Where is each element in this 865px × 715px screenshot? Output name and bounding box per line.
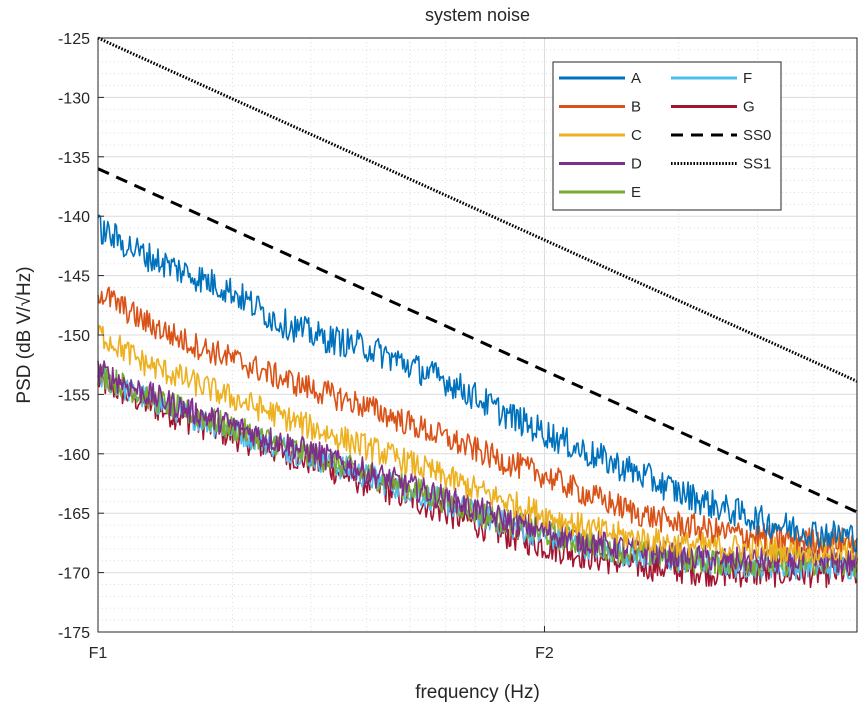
series-line-ss1 [97,36,858,383]
legend-label-ss0: SS0 [743,127,771,144]
x-axis-title: frequency (Hz) [415,682,540,703]
ticks: -175 -170 -165 -160 -155 -150 -145 -140 -135 -130… [58,31,554,662]
series-line-b [97,286,858,555]
y-tick-label: -155 [58,387,90,404]
y-tick-label: -175 [58,625,90,642]
y-axis-title: PSD (dB V/√Hz) [14,266,35,403]
series-line-a [97,214,858,553]
series-line-d [97,360,858,575]
y-tick-label: -125 [58,31,90,48]
y-tick-label: -140 [58,209,90,226]
y-tick-label: -170 [58,566,90,583]
legend-label-f: F [743,70,752,87]
legend-label-c: C [631,127,642,144]
y-tick-label: -150 [58,328,90,345]
chart-title: system noise [425,5,530,25]
series-line-e [97,364,858,578]
y-tick-label: -135 [58,150,90,167]
plot-lines [97,36,858,589]
legend: A F B G C SS0 D SS1 E [552,61,782,211]
legend-label-e: E [631,184,641,201]
y-tick-label: -165 [58,506,90,523]
legend-label-d: D [631,156,642,173]
series-line-c [97,325,858,564]
y-tick-label: -130 [58,90,90,107]
legend-label-ss1: SS1 [743,156,771,173]
legend-label-a: A [631,70,641,87]
y-tick-label: -145 [58,269,90,286]
legend-label-b: B [631,99,641,116]
x-tick-label: F2 [535,645,554,662]
x-tick-label: F1 [89,645,108,662]
legend-label-g: G [743,99,755,116]
y-tick-label: -160 [58,447,90,464]
